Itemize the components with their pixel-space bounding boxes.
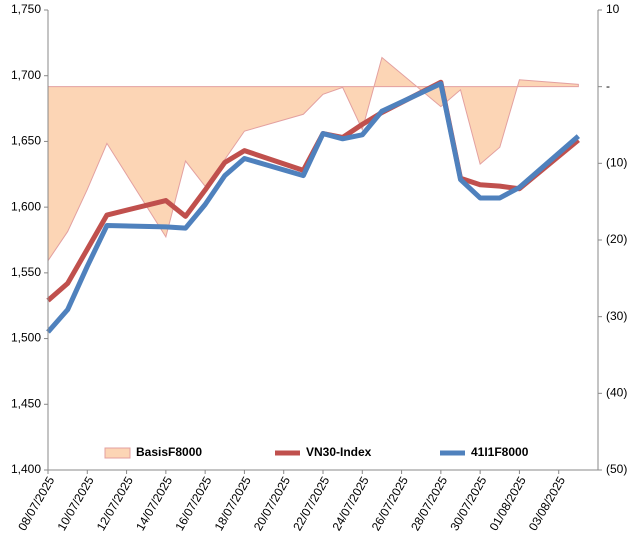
x-tick-label: 10/07/2025 bbox=[54, 474, 96, 533]
legend-label: BasisF8000 bbox=[136, 445, 202, 459]
x-tick-label: 16/07/2025 bbox=[172, 474, 214, 533]
x-tick-label: 22/07/2025 bbox=[290, 474, 332, 533]
x-tick-label: 24/07/2025 bbox=[329, 474, 371, 533]
y-tick-label: 1,400 bbox=[11, 462, 41, 476]
x-tick-label: 01/08/2025 bbox=[487, 474, 529, 533]
x-tick-label: 20/07/2025 bbox=[251, 474, 293, 533]
y-tick-label: 1,600 bbox=[11, 199, 41, 213]
area-series bbox=[47, 56, 579, 263]
legend-swatch bbox=[104, 447, 131, 459]
y2-tick-label: - bbox=[606, 79, 610, 93]
x-tick-label: 28/07/2025 bbox=[408, 474, 450, 533]
y-tick-label: 1,450 bbox=[11, 396, 41, 410]
x-tick-label: 12/07/2025 bbox=[94, 474, 136, 533]
y-tick-label: 1,550 bbox=[11, 265, 41, 279]
y-tick-label: 1,750 bbox=[11, 2, 41, 16]
y2-tick-label: (30) bbox=[606, 309, 627, 323]
x-tick-label: 18/07/2025 bbox=[212, 474, 254, 533]
x-tick-label: 08/07/2025 bbox=[15, 474, 57, 533]
x-tick-label: 14/07/2025 bbox=[133, 474, 175, 533]
y-tick-label: 1,650 bbox=[11, 134, 41, 148]
x-tick-label: 30/07/2025 bbox=[447, 474, 489, 533]
y2-tick-label: 10 bbox=[606, 2, 620, 16]
y2-tick-label: (20) bbox=[606, 232, 627, 246]
y-tick-label: 1,700 bbox=[11, 68, 41, 82]
legend-label: 41I1F8000 bbox=[471, 445, 529, 459]
y2-tick-label: (10) bbox=[606, 156, 627, 170]
legend-label: VN30-Index bbox=[306, 445, 372, 459]
x-tick-label: 26/07/2025 bbox=[369, 474, 411, 533]
y2-tick-label: (50) bbox=[606, 462, 627, 476]
x-tick-label: 03/08/2025 bbox=[526, 474, 568, 533]
y2-tick-label: (40) bbox=[606, 386, 627, 400]
line-series bbox=[46, 81, 580, 334]
y-tick-label: 1,500 bbox=[11, 331, 41, 345]
